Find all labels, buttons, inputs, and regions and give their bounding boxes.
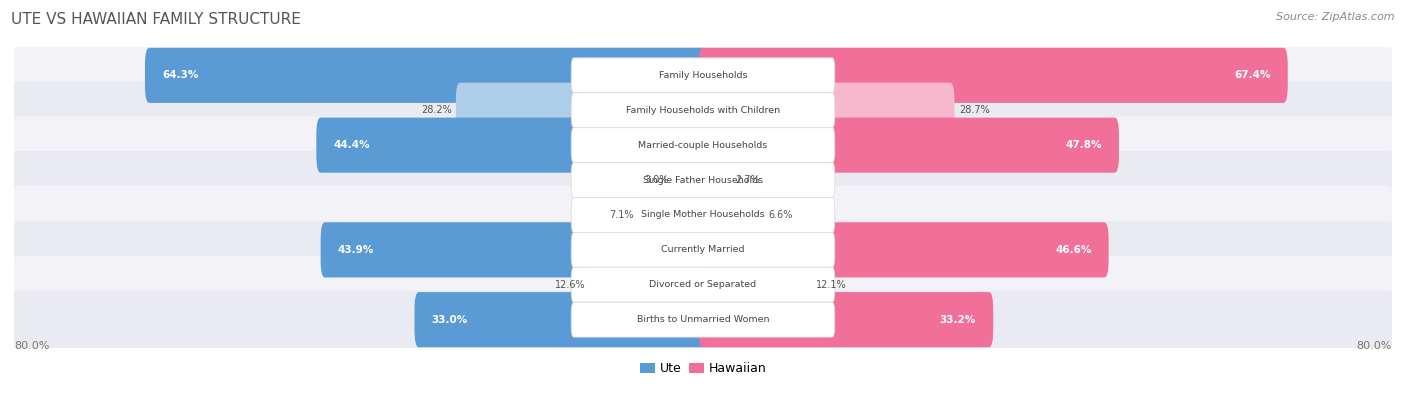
FancyBboxPatch shape (145, 48, 707, 103)
Text: 47.8%: 47.8% (1066, 140, 1102, 150)
Text: Currently Married: Currently Married (661, 245, 745, 254)
FancyBboxPatch shape (571, 302, 835, 337)
Text: 80.0%: 80.0% (14, 341, 49, 351)
Text: 46.6%: 46.6% (1054, 245, 1091, 255)
FancyBboxPatch shape (699, 292, 993, 347)
FancyBboxPatch shape (13, 186, 1393, 244)
FancyBboxPatch shape (699, 83, 955, 138)
Text: Single Mother Households: Single Mother Households (641, 211, 765, 220)
Text: 33.0%: 33.0% (432, 315, 468, 325)
FancyBboxPatch shape (699, 222, 1108, 277)
FancyBboxPatch shape (13, 151, 1393, 209)
Text: Family Households with Children: Family Households with Children (626, 106, 780, 115)
FancyBboxPatch shape (571, 232, 835, 267)
FancyBboxPatch shape (571, 93, 835, 128)
FancyBboxPatch shape (321, 222, 707, 277)
FancyBboxPatch shape (591, 257, 707, 312)
Text: 44.4%: 44.4% (333, 140, 370, 150)
FancyBboxPatch shape (699, 152, 731, 208)
Text: 6.6%: 6.6% (769, 210, 793, 220)
Text: 28.2%: 28.2% (420, 105, 451, 115)
FancyBboxPatch shape (699, 118, 1119, 173)
Text: Family Households: Family Households (659, 71, 747, 80)
FancyBboxPatch shape (571, 198, 835, 232)
FancyBboxPatch shape (699, 187, 763, 243)
Text: 67.4%: 67.4% (1234, 70, 1271, 80)
Text: 12.6%: 12.6% (555, 280, 586, 290)
Text: 43.9%: 43.9% (337, 245, 374, 255)
FancyBboxPatch shape (13, 291, 1393, 349)
Text: Divorced or Separated: Divorced or Separated (650, 280, 756, 289)
Legend: Ute, Hawaiian: Ute, Hawaiian (634, 357, 772, 380)
FancyBboxPatch shape (415, 292, 707, 347)
Text: 80.0%: 80.0% (1357, 341, 1392, 351)
FancyBboxPatch shape (13, 46, 1393, 104)
FancyBboxPatch shape (316, 118, 707, 173)
FancyBboxPatch shape (637, 187, 707, 243)
Text: 7.1%: 7.1% (609, 210, 633, 220)
Text: 28.7%: 28.7% (959, 105, 990, 115)
FancyBboxPatch shape (673, 152, 707, 208)
FancyBboxPatch shape (13, 221, 1393, 279)
FancyBboxPatch shape (571, 58, 835, 93)
FancyBboxPatch shape (13, 81, 1393, 139)
Text: 3.0%: 3.0% (644, 175, 669, 185)
Text: UTE VS HAWAIIAN FAMILY STRUCTURE: UTE VS HAWAIIAN FAMILY STRUCTURE (11, 12, 301, 27)
Text: Source: ZipAtlas.com: Source: ZipAtlas.com (1277, 12, 1395, 22)
FancyBboxPatch shape (571, 128, 835, 163)
Text: Single Father Households: Single Father Households (643, 175, 763, 184)
Text: Births to Unmarried Women: Births to Unmarried Women (637, 315, 769, 324)
Text: 33.2%: 33.2% (939, 315, 976, 325)
FancyBboxPatch shape (571, 267, 835, 302)
FancyBboxPatch shape (13, 256, 1393, 314)
FancyBboxPatch shape (699, 257, 811, 312)
FancyBboxPatch shape (571, 163, 835, 198)
Text: Married-couple Households: Married-couple Households (638, 141, 768, 150)
Text: 12.1%: 12.1% (815, 280, 846, 290)
Text: 2.7%: 2.7% (735, 175, 759, 185)
FancyBboxPatch shape (13, 116, 1393, 174)
FancyBboxPatch shape (456, 83, 707, 138)
Text: 64.3%: 64.3% (162, 70, 198, 80)
FancyBboxPatch shape (699, 48, 1288, 103)
